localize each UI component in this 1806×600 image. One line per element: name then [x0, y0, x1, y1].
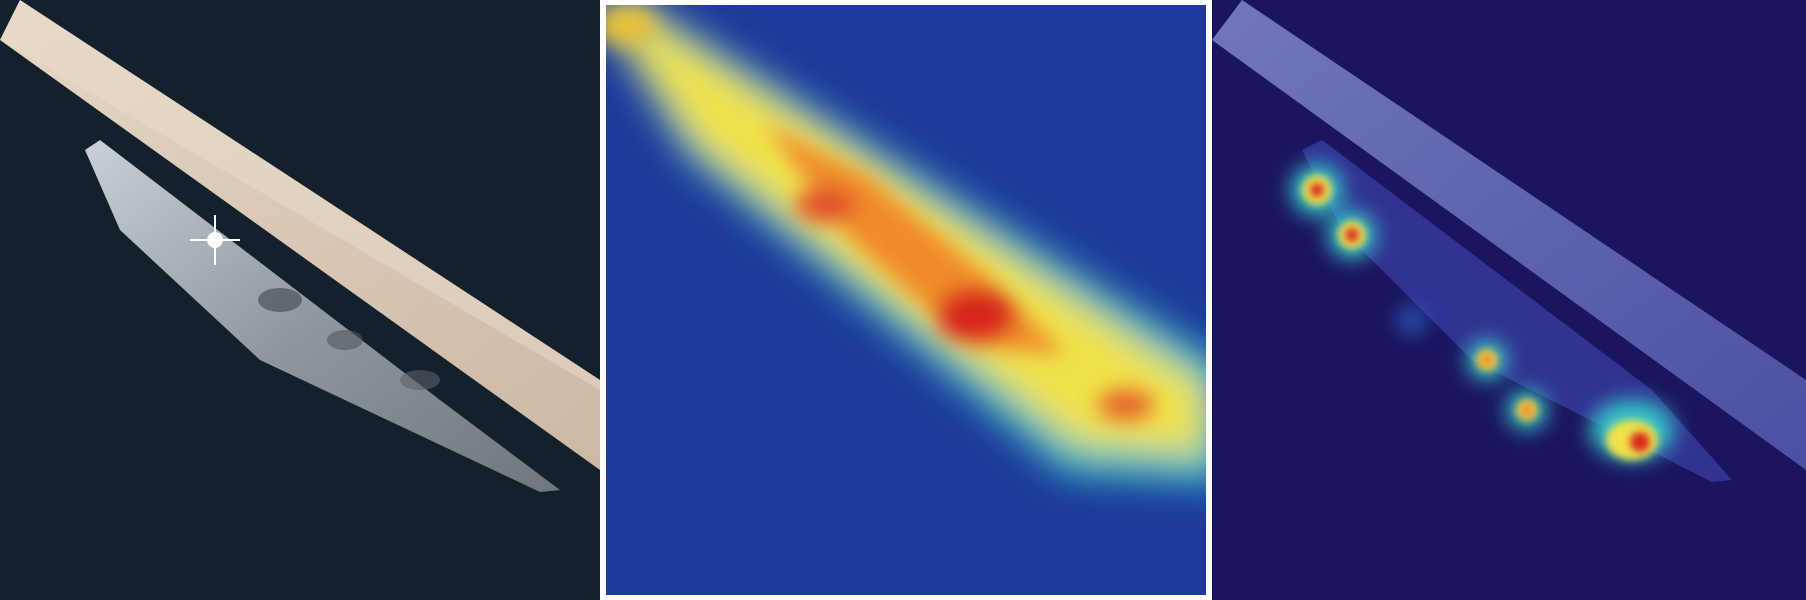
heatmap-overlay-b — [1212, 0, 1806, 600]
pier-overlay — [1212, 0, 1806, 470]
heatmap-overlay-a — [606, 5, 1206, 595]
ship-overlay — [1302, 140, 1732, 482]
original-aerial-photo — [0, 0, 600, 600]
heatmap-a-graphic — [606, 5, 1206, 595]
original-photo-graphic — [0, 0, 600, 600]
heatmap-b-graphic — [1212, 0, 1806, 600]
ship-hull — [85, 140, 560, 492]
